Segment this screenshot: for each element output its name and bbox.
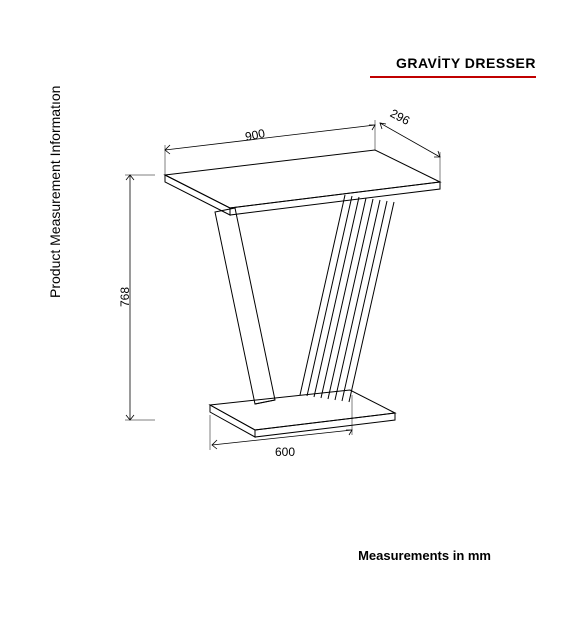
side-label: Product Measurement Informatıon — [47, 86, 63, 298]
product-title: GRAVİTY DRESSER — [396, 55, 536, 71]
title-underline — [370, 76, 536, 78]
dresser-diagram — [120, 120, 470, 460]
footer-text: Measurements in mm — [358, 548, 491, 563]
